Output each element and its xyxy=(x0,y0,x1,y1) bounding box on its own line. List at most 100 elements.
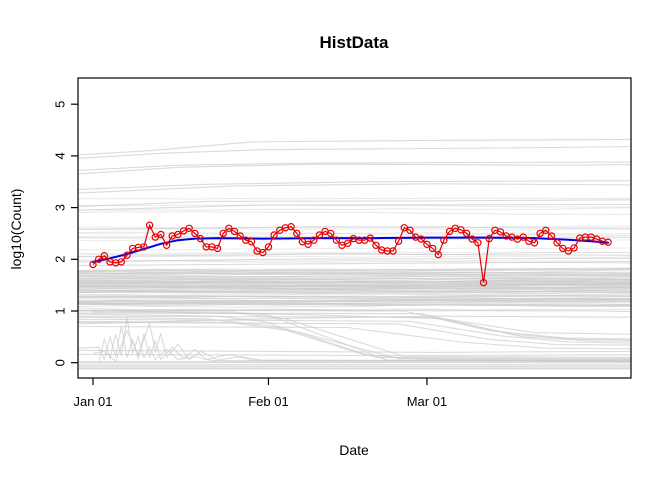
history-line xyxy=(78,180,631,191)
data-point-marker xyxy=(389,247,397,255)
data-point-marker xyxy=(485,234,493,243)
data-point-marker xyxy=(315,231,324,239)
history-line xyxy=(78,226,631,230)
data-point-marker xyxy=(293,229,301,238)
history-line xyxy=(78,280,631,284)
history-line xyxy=(78,183,631,194)
data-point-marker xyxy=(604,238,612,246)
data-point-marker xyxy=(468,235,476,243)
history-line xyxy=(78,287,631,293)
data-point-marker xyxy=(123,251,131,259)
history-line xyxy=(78,203,631,211)
y-tick-label: 0 xyxy=(53,359,68,366)
history-line xyxy=(92,321,631,363)
history-line xyxy=(78,268,631,271)
y-tick-label: 3 xyxy=(53,204,68,211)
data-point-marker xyxy=(496,228,505,236)
history-line xyxy=(78,161,631,171)
data-point-marker xyxy=(542,226,550,234)
history-line xyxy=(78,301,631,305)
data-point-marker xyxy=(310,236,318,244)
data-point-marker xyxy=(94,255,103,263)
data-point-marker xyxy=(394,237,403,245)
history-line xyxy=(78,277,631,281)
data-point-marker xyxy=(259,248,267,257)
history-line xyxy=(78,253,631,258)
data-point-marker xyxy=(230,227,239,236)
history-line xyxy=(78,291,631,296)
x-axis-label: Date xyxy=(339,442,369,458)
history-line xyxy=(78,228,631,231)
data-point-marker xyxy=(570,244,578,252)
history-line xyxy=(78,261,631,267)
history-line xyxy=(78,316,631,361)
history-line xyxy=(78,282,631,288)
history-line xyxy=(78,318,631,344)
plot-area xyxy=(78,138,631,370)
data-point-marker xyxy=(462,229,471,238)
data-point-marker xyxy=(479,278,488,287)
data-point-marker xyxy=(423,240,431,248)
history-line xyxy=(78,297,631,302)
data-point-marker xyxy=(185,224,193,232)
history-line xyxy=(78,197,631,200)
history-line xyxy=(78,298,631,303)
history-line xyxy=(78,286,631,290)
data-point-marker xyxy=(457,226,465,234)
x-tick-label: Feb 01 xyxy=(248,394,288,409)
data-point-marker xyxy=(247,237,256,246)
history-line xyxy=(78,251,631,255)
history-line xyxy=(78,315,631,342)
data-point-marker xyxy=(474,239,482,247)
data-point-marker xyxy=(89,260,97,269)
data-point-marker xyxy=(530,239,539,247)
history-line xyxy=(78,255,631,258)
data-point-marker xyxy=(219,229,227,238)
history-line xyxy=(78,207,631,211)
history-line xyxy=(78,353,631,357)
data-point-marker xyxy=(445,227,454,236)
y-tick-label: 2 xyxy=(53,256,68,263)
data-point-marker xyxy=(225,224,233,232)
history-line xyxy=(78,309,631,340)
data-point-marker xyxy=(162,241,171,249)
history-line xyxy=(78,278,631,282)
x-tick-label: Jan 01 xyxy=(73,394,112,409)
history-line xyxy=(78,296,631,301)
data-point-marker xyxy=(366,234,374,242)
history-line xyxy=(78,199,631,208)
history-line xyxy=(78,275,631,279)
data-point-marker xyxy=(174,230,182,239)
history-line xyxy=(78,138,631,156)
data-point-marker xyxy=(332,236,341,244)
data-point-marker xyxy=(428,244,437,253)
data-point-marker xyxy=(100,251,109,260)
data-point-marker xyxy=(417,235,425,243)
history-line xyxy=(78,325,631,350)
data-point-marker xyxy=(553,239,561,247)
history-line xyxy=(78,326,631,362)
history-line xyxy=(78,251,631,256)
data-point-marker xyxy=(157,230,165,239)
history-line xyxy=(78,257,631,263)
data-point-marker xyxy=(547,232,556,240)
plot-box xyxy=(77,77,632,379)
data-point-marker xyxy=(372,241,380,249)
history-line xyxy=(78,163,631,175)
y-tick-label: 5 xyxy=(53,101,68,108)
history-line xyxy=(78,204,631,208)
history-line xyxy=(78,146,631,160)
data-point-marker xyxy=(344,239,352,247)
history-line xyxy=(78,349,631,353)
data-point-marker xyxy=(145,221,154,229)
history-line xyxy=(78,315,631,325)
history-line xyxy=(78,267,631,273)
data-point-marker xyxy=(196,234,205,243)
data-point-marker xyxy=(564,247,573,255)
history-line xyxy=(78,211,631,216)
y-tick-label: 1 xyxy=(53,307,68,314)
data-point-marker xyxy=(406,226,414,234)
history-line xyxy=(78,299,631,303)
